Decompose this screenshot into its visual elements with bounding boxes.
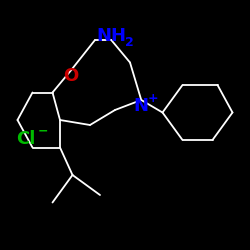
Text: 2: 2: [125, 36, 134, 49]
Text: Cl: Cl: [16, 130, 36, 148]
Text: +: +: [148, 92, 158, 105]
Text: NH: NH: [96, 27, 126, 45]
Text: O: O: [64, 67, 79, 85]
Text: N: N: [134, 97, 149, 115]
Text: −: −: [37, 124, 48, 137]
